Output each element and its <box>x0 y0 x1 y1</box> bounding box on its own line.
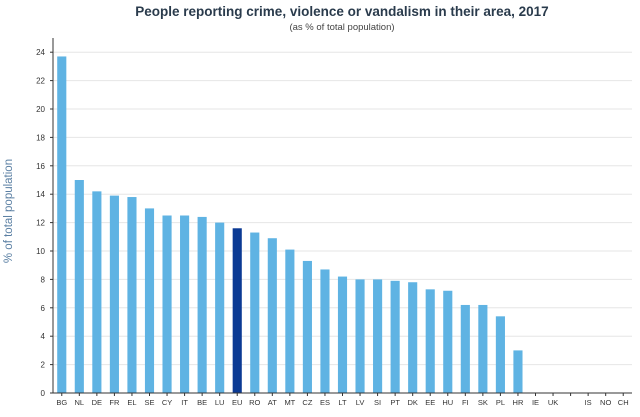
bar-hu[interactable] <box>443 290 453 393</box>
x-tick-label: SK <box>478 398 488 407</box>
bar-ro[interactable] <box>250 232 260 393</box>
bar-cy[interactable] <box>162 215 172 394</box>
bar-lv[interactable] <box>355 279 365 393</box>
bar-it[interactable] <box>180 215 190 394</box>
x-ticks: BG NL DE FR EL SE CY IT BE LU EU RO AT MT CZ ES LT LV SI PT… <box>56 393 629 407</box>
x-tick-label: IS <box>585 398 592 407</box>
x-tick-label: CY <box>162 398 172 407</box>
bar-eu[interactable] <box>232 228 242 393</box>
bar-si[interactable] <box>373 279 383 393</box>
x-tick-label: HU <box>442 398 453 407</box>
bar-cz[interactable] <box>302 260 312 393</box>
bar-be[interactable] <box>197 216 207 393</box>
bar-mt[interactable] <box>285 249 295 393</box>
y-axis-label: % of total population <box>3 159 15 263</box>
bar-fr[interactable] <box>109 195 119 393</box>
y-tick-label: 16 <box>36 162 45 171</box>
y-tick-label: 18 <box>36 133 45 142</box>
y-tick-label: 12 <box>36 219 45 228</box>
bar-pl[interactable] <box>495 316 505 393</box>
x-tick-label: DK <box>407 398 417 407</box>
bar-sk[interactable] <box>478 304 488 393</box>
y-tick-label: 22 <box>36 77 45 86</box>
bar-bg[interactable] <box>57 56 67 394</box>
x-tick-label: MT <box>284 398 295 407</box>
y-tick-label: 24 <box>36 48 45 57</box>
y-tick-label: 2 <box>41 361 46 370</box>
x-tick-label: BG <box>56 398 67 407</box>
bar-ee[interactable] <box>425 289 435 393</box>
x-tick-label: DE <box>92 398 102 407</box>
bar-el[interactable] <box>127 197 137 393</box>
x-tick-label: EE <box>425 398 435 407</box>
x-tick-label: LU <box>215 398 225 407</box>
x-tick-label: CZ <box>302 398 312 407</box>
x-tick-label: SI <box>374 398 381 407</box>
chart-title: People reporting crime, violence or vand… <box>135 4 548 19</box>
x-tick-label: NL <box>75 398 85 407</box>
x-tick-label: IE <box>532 398 539 407</box>
y-tick-label: 4 <box>41 332 46 341</box>
bar-de[interactable] <box>92 191 102 393</box>
x-tick-label: PL <box>496 398 505 407</box>
y-tick-label: 14 <box>36 190 45 199</box>
y-tick-label: 10 <box>36 247 45 256</box>
bar-hr[interactable] <box>513 350 523 393</box>
bar-pt[interactable] <box>390 280 400 393</box>
bars <box>57 56 523 394</box>
y-tick-label: 6 <box>41 304 46 313</box>
bar-lt[interactable] <box>337 276 348 393</box>
x-tick-label: ES <box>320 398 330 407</box>
x-tick-label: CH <box>618 398 629 407</box>
x-tick-label: LV <box>356 398 365 407</box>
bar-es[interactable] <box>320 269 330 393</box>
bar-se[interactable] <box>144 208 155 393</box>
x-tick-label: UK <box>548 398 558 407</box>
y-tick-label: 0 <box>41 389 46 398</box>
bar-nl[interactable] <box>74 180 84 393</box>
x-tick-label: BE <box>197 398 207 407</box>
bar-lu[interactable] <box>215 222 225 393</box>
x-tick-label: IT <box>181 398 188 407</box>
x-tick-label: EU <box>232 398 242 407</box>
bar-at[interactable] <box>267 238 277 393</box>
x-tick-label: LT <box>338 398 347 407</box>
x-tick-label: FR <box>109 398 120 407</box>
y-tick-label: 20 <box>36 105 45 114</box>
x-tick-label: RO <box>249 398 260 407</box>
x-tick-label: FI <box>462 398 469 407</box>
y-tick-label: 8 <box>41 275 46 284</box>
x-tick-label: HR <box>513 398 524 407</box>
x-tick-label: SE <box>144 398 154 407</box>
x-tick-label: NO <box>600 398 611 407</box>
x-tick-label: AT <box>268 398 277 407</box>
x-tick-label: PT <box>390 398 400 407</box>
x-tick-label: EL <box>127 398 136 407</box>
chart-subtitle: (as % of total population) <box>289 22 394 33</box>
bar-fi[interactable] <box>460 304 470 393</box>
bar-dk[interactable] <box>408 282 418 393</box>
